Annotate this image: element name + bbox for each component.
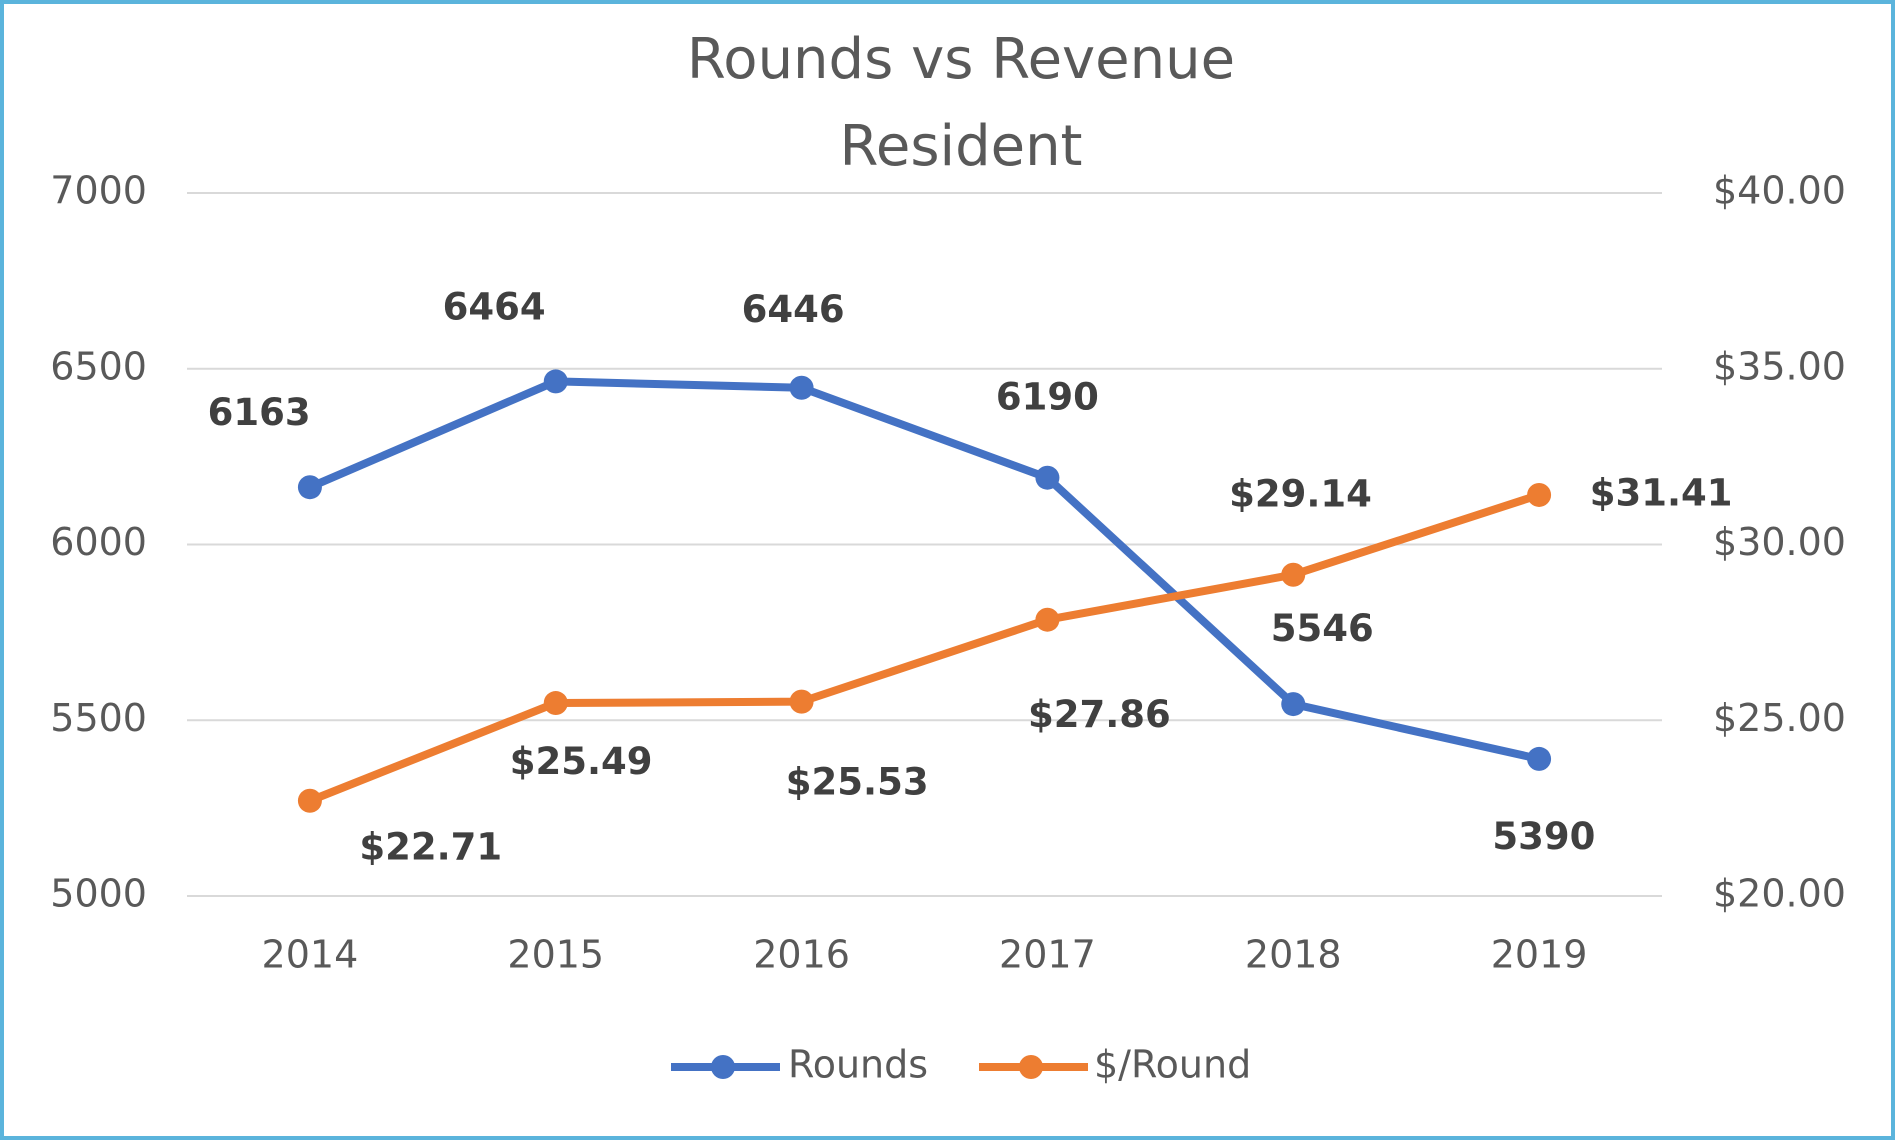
data-point xyxy=(297,788,322,813)
y-tick-label: 7000 xyxy=(50,169,147,213)
data-point xyxy=(1035,465,1060,490)
y-tick-label: 5500 xyxy=(50,696,147,740)
data-point xyxy=(297,475,322,500)
data-point xyxy=(789,375,814,400)
data-label: $27.86 xyxy=(1028,693,1171,736)
chart-subtitle: Resident xyxy=(839,114,1082,179)
x-tick-label: 2015 xyxy=(507,933,604,977)
y2-tick-label: $35.00 xyxy=(1713,344,1846,388)
chart-title: Rounds vs Revenue xyxy=(687,27,1235,92)
y2-tick-label: $40.00 xyxy=(1713,169,1846,213)
data-point xyxy=(543,691,568,716)
x-tick-label: 2014 xyxy=(262,933,359,977)
data-point xyxy=(1281,692,1306,717)
data-point xyxy=(1281,562,1306,587)
data-point xyxy=(1527,482,1552,507)
legend-label: Rounds xyxy=(788,1043,928,1087)
x-tick-label: 2016 xyxy=(753,933,850,977)
data-label: $22.71 xyxy=(359,826,502,869)
legend-marker xyxy=(1019,1055,1043,1079)
x-tick-label: 2018 xyxy=(1245,933,1342,977)
data-label: $25.49 xyxy=(510,740,653,783)
data-label: 6464 xyxy=(443,285,546,328)
series-line xyxy=(308,491,1541,805)
y2-tick-label: $30.00 xyxy=(1713,520,1846,564)
data-point xyxy=(1527,746,1552,771)
x-tick-label: 2019 xyxy=(1491,933,1588,977)
y2-tick-label: $20.00 xyxy=(1713,872,1846,916)
y-tick-label: 5000 xyxy=(50,872,147,916)
data-point xyxy=(1035,607,1060,632)
data-label: 6190 xyxy=(996,376,1099,419)
data-label: 5546 xyxy=(1271,607,1374,650)
legend-label: $/Round xyxy=(1094,1043,1251,1087)
data-label: $29.14 xyxy=(1229,473,1372,516)
data-label: $31.41 xyxy=(1590,471,1733,514)
y2-tick-label: $25.00 xyxy=(1713,696,1846,740)
data-point xyxy=(789,689,814,714)
x-tick-label: 2017 xyxy=(999,933,1096,977)
data-label: $25.53 xyxy=(786,760,929,803)
y-tick-label: 6500 xyxy=(50,344,147,388)
y-tick-label: 6000 xyxy=(50,520,147,564)
data-label: 6163 xyxy=(208,391,311,434)
data-label: 6446 xyxy=(742,288,845,331)
series-line xyxy=(308,377,1540,763)
legend-marker xyxy=(711,1055,735,1079)
data-label: 5390 xyxy=(1492,815,1595,858)
data-point xyxy=(543,369,568,394)
